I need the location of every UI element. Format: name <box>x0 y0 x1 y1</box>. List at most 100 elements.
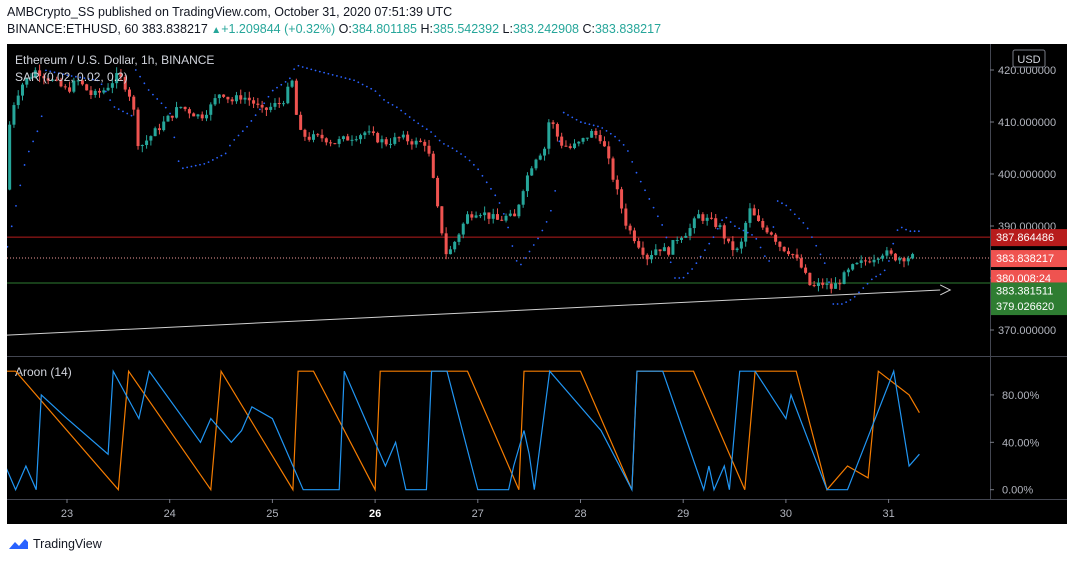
sar-dot <box>845 301 848 303</box>
candle-body <box>628 225 632 231</box>
candles[interactable] <box>8 64 915 294</box>
chart-area[interactable]: 420.000000 410.000000 400.000000 390.000000… <box>7 44 1067 524</box>
candle-body <box>585 137 589 139</box>
candle-body <box>491 214 495 219</box>
sar-dot <box>751 233 753 236</box>
sar-dot <box>143 82 146 85</box>
candle-body <box>727 238 731 242</box>
candle-body <box>162 121 166 131</box>
price-pane-title[interactable]: Ethereum / U.S. Dollar, 1h, BINANCE <box>15 53 214 67</box>
sar-dots[interactable] <box>7 64 920 305</box>
sar-dot <box>134 69 137 71</box>
candle-body <box>470 214 474 218</box>
sar-dot <box>464 155 467 158</box>
sar-dot <box>806 227 809 230</box>
sar-dot <box>614 135 616 138</box>
open-label: O: <box>338 22 352 36</box>
sar-dot <box>644 189 646 192</box>
candle-body <box>393 137 397 144</box>
candle-body <box>521 191 525 205</box>
candle-body <box>799 258 803 268</box>
candle-body <box>808 272 812 286</box>
candle-body <box>12 105 16 125</box>
candle-body <box>722 225 726 239</box>
candle-body <box>765 227 769 233</box>
sar-dot <box>113 106 116 108</box>
trendline-arrow[interactable] <box>939 284 952 296</box>
candle-body <box>42 76 46 79</box>
candle-body <box>187 109 191 114</box>
price-pane[interactable] <box>7 44 990 356</box>
chart-canvas[interactable]: 420.000000410.000000400.000000390.000000… <box>7 44 1067 524</box>
sar-dot <box>704 249 706 252</box>
aroon-down-line[interactable] <box>7 368 920 492</box>
tradingview-logo[interactable]: TradingView <box>7 535 102 553</box>
candle-body <box>427 145 431 154</box>
candle-body <box>534 159 538 169</box>
low-label: L: <box>502 22 513 36</box>
sar-dot <box>507 226 509 229</box>
sar-dot <box>755 237 758 240</box>
currency-badge[interactable]: USD <box>1012 49 1046 68</box>
sar-dot <box>438 139 441 142</box>
aroon-tick-label: 40.00% <box>1002 437 1040 449</box>
publisher-name[interactable]: AMBCrypto_SS <box>7 5 95 19</box>
sar-dot <box>776 200 779 202</box>
candle-body <box>487 212 491 219</box>
candle-body <box>538 155 542 160</box>
sar-dot <box>686 272 689 275</box>
candle-body <box>517 204 521 217</box>
sar-dot <box>224 152 227 155</box>
candle-body <box>72 80 76 92</box>
sar-dot <box>537 237 539 240</box>
sar-dot <box>216 156 219 159</box>
sar-dot <box>344 77 347 80</box>
candle-body <box>380 139 384 143</box>
candle-body <box>508 213 512 216</box>
candle-body <box>543 148 547 156</box>
sar-dot <box>53 71 56 74</box>
aroon-up-line[interactable] <box>7 369 920 492</box>
sar-dot <box>485 181 488 184</box>
high-label: H: <box>420 22 433 36</box>
candle-body <box>483 212 487 216</box>
sar-indicator-label[interactable]: SAR (0.02, 0.02, 0.2) <box>15 70 128 84</box>
sar-dot <box>126 112 129 115</box>
candle-body <box>294 80 298 115</box>
candle-body <box>834 283 838 289</box>
aroon-tick-label: 0.00% <box>1002 485 1033 497</box>
price-tick-label: 400.000000 <box>998 169 1056 181</box>
candle-body <box>573 143 577 149</box>
time-tick-label: 23 <box>61 508 73 520</box>
candle-body <box>376 133 380 143</box>
sar-dot <box>746 231 749 234</box>
sar-dot <box>62 73 64 76</box>
sar-dot <box>430 131 432 133</box>
candle-body <box>179 106 183 108</box>
aroon-pane[interactable] <box>7 357 990 498</box>
sar-dot <box>27 150 30 153</box>
candle-body <box>98 90 102 93</box>
candle-body <box>448 249 452 255</box>
sar-dot <box>229 144 231 147</box>
candle-body <box>624 208 628 226</box>
sar-dot <box>738 227 741 230</box>
aroon-indicator-label[interactable]: Aroon (14) <box>15 365 72 379</box>
sar-dot <box>472 163 475 166</box>
sar-dot <box>104 90 107 93</box>
sar-dot <box>370 87 373 90</box>
sar-dot <box>712 236 715 239</box>
resistance-tag: 387.864486 <box>991 229 1067 247</box>
trendline[interactable] <box>7 289 941 336</box>
candle-body <box>166 115 170 122</box>
candle-body <box>367 131 371 133</box>
candle-body <box>594 130 598 136</box>
candle-body <box>226 96 230 100</box>
svg-text:379.026620: 379.026620 <box>996 301 1054 313</box>
candle-body <box>620 189 624 209</box>
sar-dot <box>15 204 17 207</box>
sar-dot <box>87 77 90 80</box>
candle-body <box>20 84 24 96</box>
candle-body <box>282 103 286 105</box>
candle-body <box>590 130 594 138</box>
